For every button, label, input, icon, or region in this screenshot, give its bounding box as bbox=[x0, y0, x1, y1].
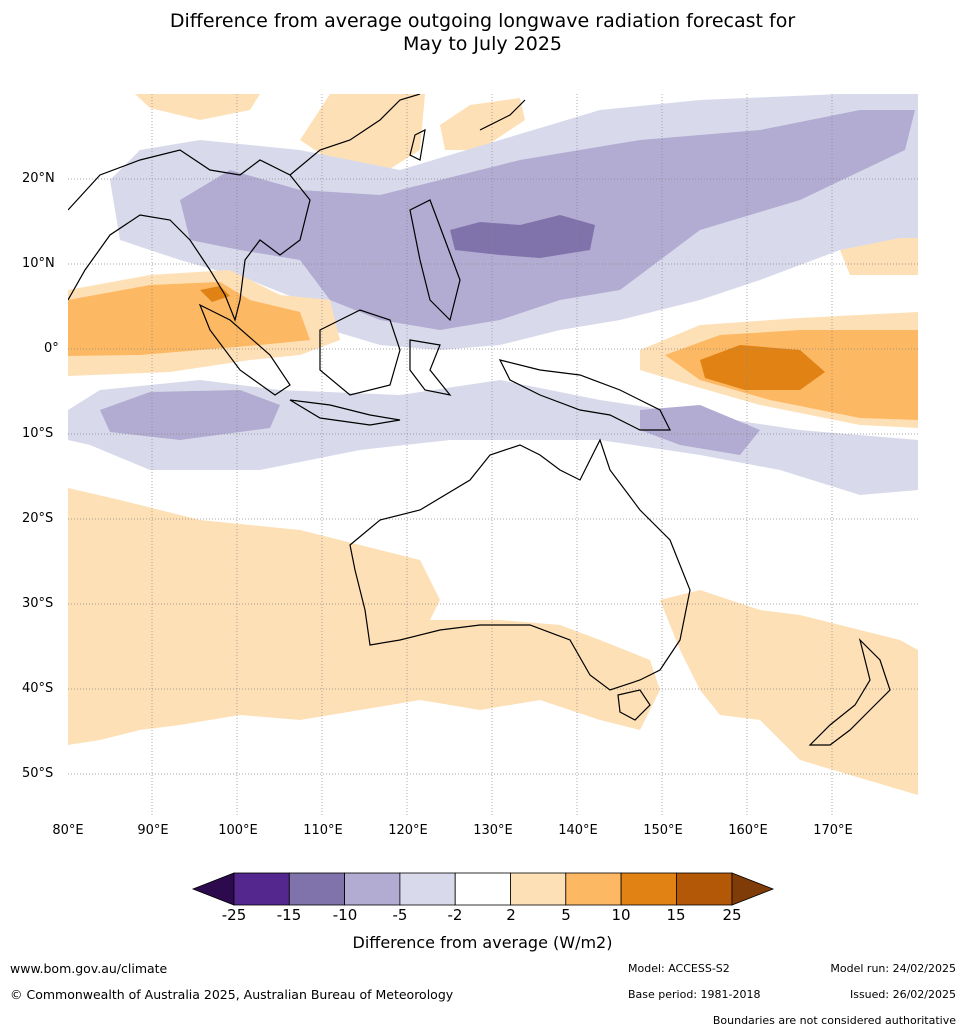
colorbar-tick: 25 bbox=[722, 906, 742, 924]
colorbar-bin bbox=[565, 872, 622, 906]
colorbar-tick: -10 bbox=[332, 906, 358, 924]
lat-label: 20°N bbox=[22, 171, 55, 186]
coastline-taiwan bbox=[409, 128, 426, 161]
lon-label: 110°E bbox=[303, 823, 343, 838]
colorbar-tick: 5 bbox=[561, 906, 571, 924]
anomaly-region-enhanced-png bbox=[640, 405, 760, 455]
lat-label: 0° bbox=[44, 341, 59, 356]
colorbar-bin bbox=[454, 872, 511, 906]
coastline-mainland-asia bbox=[68, 149, 311, 322]
lat-label: 40°S bbox=[22, 681, 54, 696]
coastline-china bbox=[289, 94, 421, 176]
colorbar-bin bbox=[288, 872, 345, 906]
footer-boundaries: Boundaries are not considered authoritat… bbox=[712, 1014, 956, 1027]
anomaly-region-enhanced-core bbox=[450, 215, 595, 258]
lon-label: 80°E bbox=[52, 823, 84, 838]
colorbar-tick: -2 bbox=[447, 906, 463, 924]
colorbar-bin bbox=[620, 872, 677, 906]
colorbar-extend-low bbox=[191, 872, 235, 906]
footer-model: Model: ACCESS-S2 bbox=[628, 962, 730, 975]
footer-url[interactable]: www.bom.gov.au/climate bbox=[10, 961, 168, 976]
lon-label: 150°E bbox=[643, 823, 683, 838]
lon-label: 120°E bbox=[388, 823, 428, 838]
lon-label: 160°E bbox=[728, 823, 768, 838]
colorbar-bin bbox=[344, 872, 401, 906]
map-title: Difference from average outgoing longwav… bbox=[0, 10, 965, 56]
colorbar-bin bbox=[399, 872, 456, 906]
gridlines bbox=[68, 94, 918, 816]
anomaly-region-pacific-east-core bbox=[700, 345, 825, 390]
lat-label: 50°S bbox=[22, 766, 54, 781]
colorbar-bin bbox=[233, 872, 290, 906]
colorbar-bin bbox=[676, 872, 733, 906]
footer-base-period: Base period: 1981-2018 bbox=[628, 988, 761, 1001]
lat-label: 30°S bbox=[22, 596, 54, 611]
lon-label: 100°E bbox=[218, 823, 258, 838]
colorbar-tick: 10 bbox=[611, 906, 631, 924]
coastline-borneo bbox=[319, 309, 401, 396]
lat-label: 10°S bbox=[22, 426, 54, 441]
footer-model-run: Model run: 24/02/2025 bbox=[830, 962, 956, 975]
coastline-philippines bbox=[409, 199, 461, 322]
anomaly-region-southern-ocean-east bbox=[660, 590, 918, 795]
coastline-new-zealand bbox=[808, 638, 891, 746]
colorbar bbox=[191, 872, 775, 906]
colorbar-tick: -15 bbox=[276, 906, 302, 924]
coastline-java bbox=[289, 399, 401, 426]
coastline-sumatra bbox=[198, 303, 291, 396]
colorbar-extend-high bbox=[731, 872, 775, 906]
lat-label: 20°S bbox=[22, 511, 54, 526]
lat-label: 10°N bbox=[22, 256, 55, 271]
anomaly-region-enhanced-south-mid bbox=[100, 390, 280, 440]
lon-label: 170°E bbox=[813, 823, 853, 838]
anomaly-region-southern-ocean-west bbox=[68, 488, 660, 745]
colorbar-tick: 2 bbox=[506, 906, 516, 924]
anomaly-region-china-coast bbox=[300, 94, 425, 175]
coastline-australia bbox=[349, 438, 691, 691]
colorbar-title: Difference from average (W/m2) bbox=[352, 933, 613, 952]
anomaly-region-pacific-north-east bbox=[840, 238, 918, 275]
anomaly-field bbox=[68, 94, 918, 816]
lon-label: 140°E bbox=[558, 823, 598, 838]
title-line-2: May to July 2025 bbox=[403, 33, 562, 55]
title-line-1: Difference from average outgoing longwav… bbox=[169, 10, 796, 32]
colorbar-bin bbox=[510, 872, 567, 906]
anomaly-region-enhanced-south bbox=[68, 380, 918, 495]
anomaly-region-south-china bbox=[135, 94, 260, 120]
colorbar-tick: -25 bbox=[221, 906, 247, 924]
coastline-new-guinea bbox=[498, 359, 671, 431]
colorbar-tick: 15 bbox=[666, 906, 686, 924]
footer-copyright: © Commonwealth of Australia 2025, Austra… bbox=[10, 987, 454, 1002]
footer-issued: Issued: 26/02/2025 bbox=[849, 988, 956, 1001]
coastline-japan bbox=[479, 99, 526, 131]
coastline-sulawesi bbox=[409, 339, 452, 396]
coastlines bbox=[68, 94, 891, 746]
colorbar-tick: -5 bbox=[392, 906, 408, 924]
lon-label: 90°E bbox=[137, 823, 169, 838]
coastline-tasmania bbox=[617, 689, 651, 721]
lon-label: 130°E bbox=[473, 823, 513, 838]
anomaly-region-pacific-north bbox=[440, 98, 525, 150]
